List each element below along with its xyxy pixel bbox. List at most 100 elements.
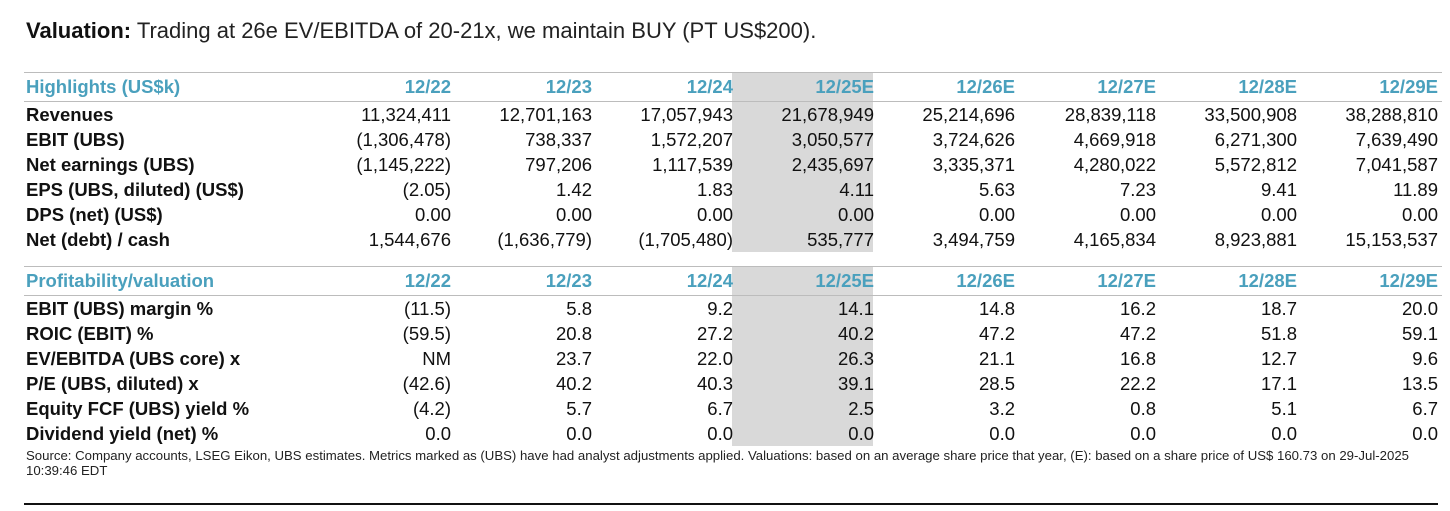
table-cell: 535,777 bbox=[807, 229, 874, 250]
table-cell: 0.0 bbox=[1130, 423, 1156, 444]
table-cell: 0.0 bbox=[989, 423, 1015, 444]
table-cell: (11.5) bbox=[404, 298, 451, 319]
table-cell: 7,639,490 bbox=[1355, 129, 1438, 150]
table-cell: 4.11 bbox=[839, 179, 874, 200]
table-cell: 2,435,697 bbox=[791, 154, 874, 175]
table-cell: 20.0 bbox=[1401, 298, 1438, 319]
bottom-rule bbox=[24, 503, 1438, 505]
table-cell: 4,165,834 bbox=[1073, 229, 1156, 250]
table-cell: 1.42 bbox=[555, 179, 592, 200]
table-cell: 18.7 bbox=[1260, 298, 1297, 319]
table-cell: 797,206 bbox=[525, 154, 592, 175]
table-cell: 17,057,943 bbox=[640, 104, 733, 125]
source-note: Source: Company accounts, LSEG Eikon, UB… bbox=[26, 448, 1409, 478]
row-label: Equity FCF (UBS) yield % bbox=[26, 398, 250, 419]
column-header: 12/24 bbox=[596, 266, 737, 296]
table-cell: 20.8 bbox=[555, 323, 592, 344]
profitability-section-title: Profitability/valuation bbox=[24, 266, 314, 296]
table-row: DPS (net) (US$) 0.00 0.00 0.00 0.00 0.00 0.00 0… bbox=[24, 202, 1442, 227]
table-cell: 14.1 bbox=[837, 298, 874, 319]
table-cell: 5.7 bbox=[566, 398, 592, 419]
table-cell: 33,500,908 bbox=[1204, 104, 1297, 125]
table-cell: 40.2 bbox=[555, 373, 592, 394]
table-cell: 9.41 bbox=[1260, 179, 1297, 200]
column-header: 12/29E bbox=[1301, 72, 1442, 102]
table-cell: 3,335,371 bbox=[932, 154, 1015, 175]
table-cell: 22.2 bbox=[1119, 373, 1156, 394]
table-cell: 3,494,759 bbox=[932, 229, 1015, 250]
table-cell: 28.5 bbox=[978, 373, 1015, 394]
table-cell: 16.8 bbox=[1119, 348, 1156, 369]
table-cell: 0.00 bbox=[1260, 204, 1297, 225]
table-cell: 0.00 bbox=[837, 204, 874, 225]
column-header: 12/26E bbox=[878, 266, 1019, 296]
table-row: Net (debt) / cash 1,544,676 (1,636,779) (1,… bbox=[24, 227, 1442, 252]
column-header: 12/28E bbox=[1160, 72, 1301, 102]
row-label: EPS (UBS, diluted) (US$) bbox=[26, 179, 244, 200]
table-cell: 23.7 bbox=[555, 348, 592, 369]
table-cell: 0.00 bbox=[414, 204, 451, 225]
table-cell: 0.0 bbox=[1412, 423, 1438, 444]
table-cell: 21,678,949 bbox=[781, 104, 874, 125]
table-cell: 2.5 bbox=[848, 398, 874, 419]
row-label: P/E (UBS, diluted) x bbox=[26, 373, 199, 394]
table-row: Equity FCF (UBS) yield % (4.2) 5.7 6.7 2.5 3.… bbox=[24, 396, 1442, 421]
column-header: 12/26E bbox=[878, 72, 1019, 102]
table-cell: 0.00 bbox=[1401, 204, 1438, 225]
table-cell: 0.00 bbox=[555, 204, 592, 225]
table-cell: 0.00 bbox=[1119, 204, 1156, 225]
table-cell: 38,288,810 bbox=[1345, 104, 1438, 125]
column-header: 12/23 bbox=[455, 266, 596, 296]
profitability-header-row: Profitability/valuation 12/22 12/23 12/24 12… bbox=[24, 266, 1442, 296]
table-cell: (1,705,480) bbox=[638, 229, 733, 250]
table-cell: 15,153,537 bbox=[1345, 229, 1438, 250]
table-cell: 8,923,881 bbox=[1214, 229, 1297, 250]
table-cell: 1.83 bbox=[696, 179, 733, 200]
table-cell: 6,271,300 bbox=[1214, 129, 1297, 150]
valuation-table: Highlights (US$k) 12/22 12/23 12/24 12/25E 12… bbox=[24, 72, 1442, 446]
table-cell: 4,669,918 bbox=[1073, 129, 1156, 150]
title-text: Trading at 26e EV/EBITDA of 20-21x, we m… bbox=[131, 18, 817, 43]
table-cell: 7,041,587 bbox=[1355, 154, 1438, 175]
column-header: 12/23 bbox=[455, 72, 596, 102]
table-cell: 4,280,022 bbox=[1073, 154, 1156, 175]
title-label: Valuation: bbox=[26, 18, 132, 43]
table-cell: 5.8 bbox=[566, 298, 592, 319]
table-cell: 5.1 bbox=[1271, 398, 1297, 419]
table-cell: 6.7 bbox=[707, 398, 733, 419]
table-cell: (42.6) bbox=[402, 373, 451, 394]
table-cell: 0.0 bbox=[566, 423, 592, 444]
table-cell: 3,724,626 bbox=[932, 129, 1015, 150]
shade-gap bbox=[732, 252, 873, 267]
table-cell: 0.0 bbox=[707, 423, 733, 444]
table-cell: 9.6 bbox=[1412, 348, 1438, 369]
table-row: ROIC (EBIT) % (59.5) 20.8 27.2 40.2 47.2 47.2 5… bbox=[24, 321, 1442, 346]
table-cell: 0.00 bbox=[978, 204, 1015, 225]
column-header: 12/22 bbox=[314, 266, 455, 296]
table-cell: 13.5 bbox=[1401, 373, 1438, 394]
table-cell: 0.0 bbox=[848, 423, 874, 444]
page-title: Valuation: Trading at 26e EV/EBITDA of 2… bbox=[26, 16, 816, 46]
table-cell: (4.2) bbox=[412, 398, 451, 419]
table-row: Net earnings (UBS) (1,145,222) 797,206 1,11… bbox=[24, 152, 1442, 177]
table-row: Revenues 11,324,411 12,701,163 17,057,943 21… bbox=[24, 102, 1442, 128]
table-cell: 39.1 bbox=[837, 373, 874, 394]
table-cell: 1,117,539 bbox=[652, 154, 733, 175]
table-cell: 3.2 bbox=[989, 398, 1015, 419]
row-label: ROIC (EBIT) % bbox=[26, 323, 154, 344]
highlights-section-title: Highlights (US$k) bbox=[24, 72, 314, 102]
table-cell: 27.2 bbox=[696, 323, 733, 344]
table-cell: 28,839,118 bbox=[1064, 104, 1156, 125]
table-cell: 6.7 bbox=[1412, 398, 1438, 419]
table-cell: 12.7 bbox=[1260, 348, 1297, 369]
table-cell: 0.00 bbox=[696, 204, 733, 225]
table-cell: (2.05) bbox=[402, 179, 451, 200]
table-cell: 21.1 bbox=[978, 348, 1015, 369]
table-cell: 59.1 bbox=[1401, 323, 1438, 344]
row-label: EV/EBITDA (UBS core) x bbox=[26, 348, 241, 369]
table-cell: 17.1 bbox=[1260, 373, 1297, 394]
row-label: Revenues bbox=[26, 104, 114, 125]
table-cell: 47.2 bbox=[1119, 323, 1156, 344]
column-header: 12/25E bbox=[737, 266, 878, 296]
table-cell: 7.23 bbox=[1119, 179, 1156, 200]
